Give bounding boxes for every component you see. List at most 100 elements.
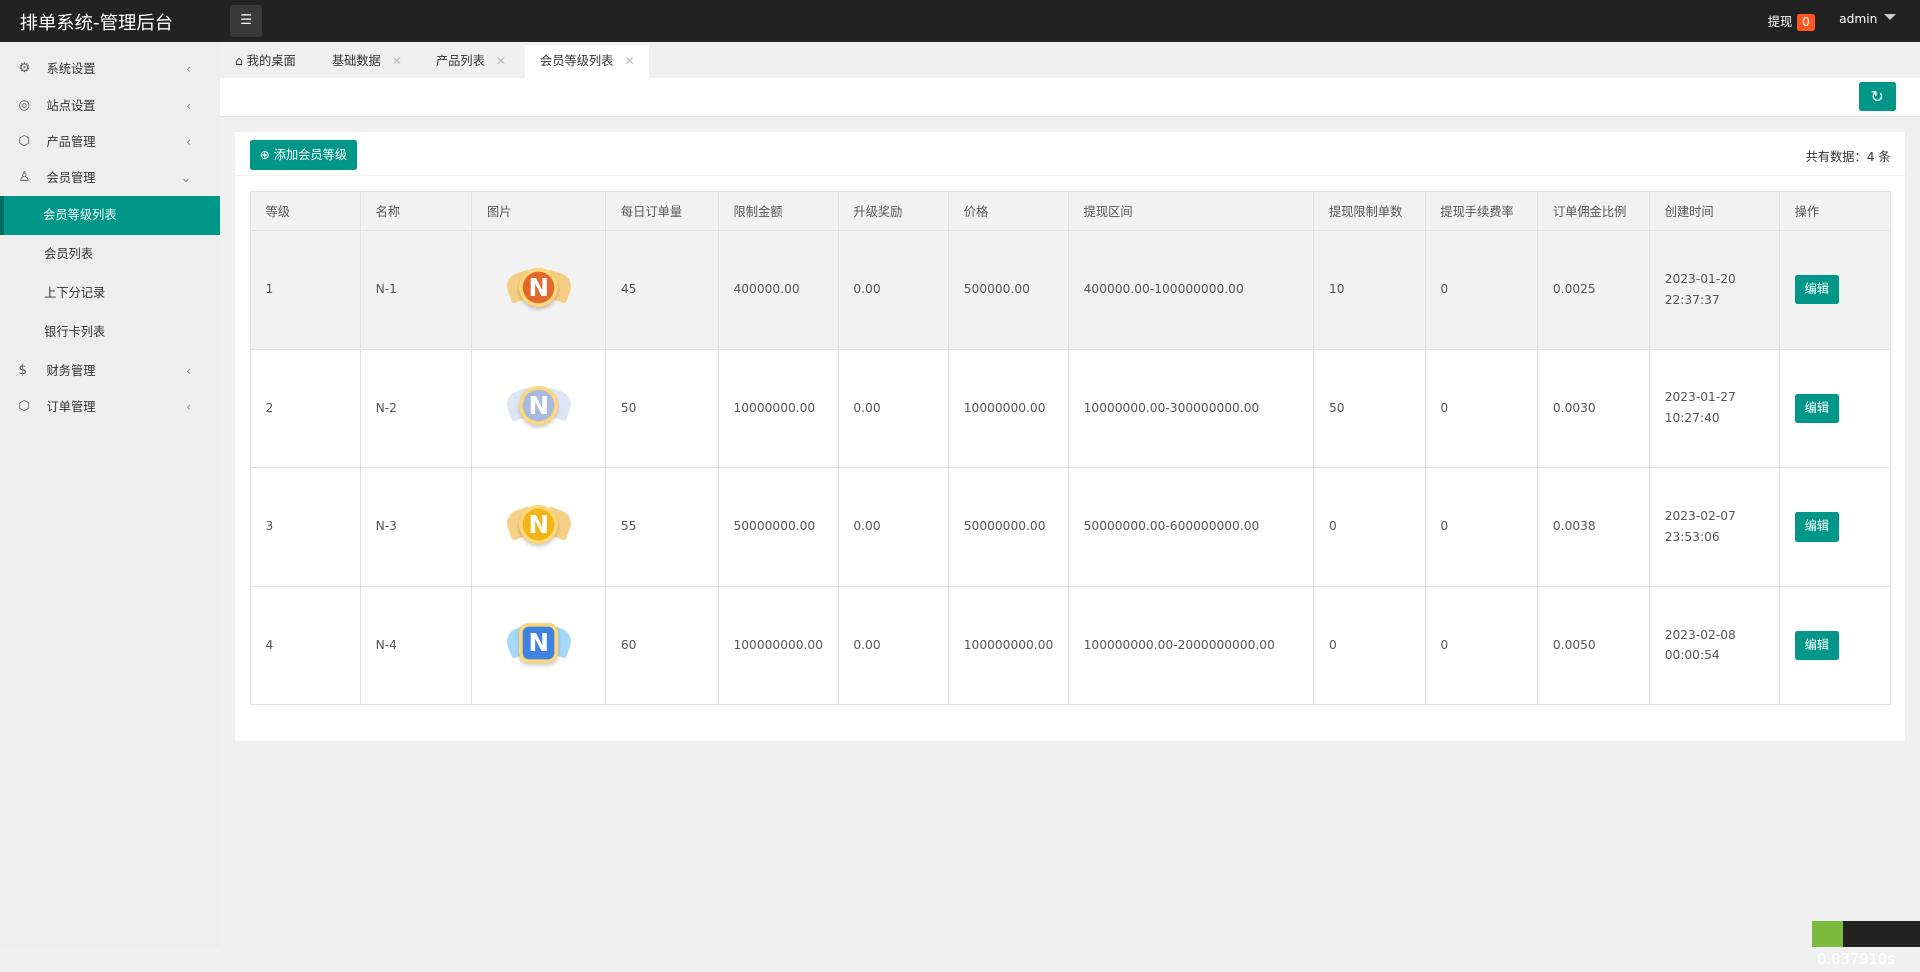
level-badge-image: N	[503, 379, 575, 438]
tab-member-levels[interactable]: 会员等级列表 ✕	[525, 45, 650, 79]
close-icon[interactable]: ✕	[624, 54, 635, 69]
toolbar: ↻	[220, 78, 1920, 118]
box-icon: ⬡	[18, 398, 31, 414]
column-header: 名称	[359, 191, 473, 231]
sidebar-item-product[interactable]: ⬡ 产品管理 ‹	[0, 124, 220, 160]
cell-limit: 50000000.00	[717, 467, 839, 587]
cell-limit: 10000000.00	[717, 348, 839, 469]
column-header: 提现限制单数	[1313, 191, 1426, 231]
level-image-cell: N	[471, 229, 607, 350]
cell-commission: 0.0050	[1537, 585, 1651, 706]
refresh-button[interactable]: ↻	[1858, 82, 1896, 112]
table-row: 4 N-4 N 60 100000000.00 0.00 100000000.00 10000…	[249, 585, 1891, 706]
app-title: 排单系统-管理后台	[19, 12, 174, 34]
cell-commission: 0.0030	[1537, 348, 1651, 469]
cell-price: 10000000.00	[948, 348, 1069, 469]
cell-daily: 60	[605, 585, 719, 706]
sidebar-item-system[interactable]: ⚙ 系统设置 ‹	[0, 51, 220, 87]
level-image-cell: N	[471, 467, 607, 587]
cell-price: 50000000.00	[948, 467, 1069, 587]
total-count: 共有数据：4 条	[1805, 149, 1891, 164]
cell-created: 2023-02-08 00:00:54	[1649, 585, 1781, 706]
cell-limit: 100000000.00	[717, 585, 839, 706]
action-cell: 编辑	[1779, 467, 1891, 587]
action-cell: 编辑	[1779, 229, 1891, 350]
edit-button[interactable]: 编辑	[1794, 512, 1839, 542]
thinkphp-logo-icon	[1812, 920, 1843, 947]
add-member-level-button[interactable]: ⊕ 添加会员等级	[249, 139, 357, 171]
user-menu[interactable]: admin	[1839, 12, 1896, 26]
cell-reward: 0.00	[837, 585, 950, 706]
home-icon: ⌂	[235, 54, 247, 69]
cell-level: 4	[249, 585, 361, 706]
sidebar-item-orders[interactable]: ⬡ 订单管理 ‹	[0, 389, 220, 425]
column-header: 升级奖励	[837, 191, 950, 231]
cell-daily: 45	[605, 229, 719, 350]
column-header: 操作	[1779, 191, 1891, 231]
top-bar: 排单系统-管理后台 ☰ 提现 0 admin	[0, 0, 1920, 42]
close-icon[interactable]: ✕	[495, 54, 507, 69]
cell-name: N-1	[359, 229, 473, 350]
action-cell: 编辑	[1779, 585, 1891, 706]
level-image-cell: N	[471, 585, 607, 706]
tab-product-list[interactable]: 产品列表 ✕	[436, 45, 506, 78]
tab-desktop[interactable]: ⌂ 我的桌面	[235, 45, 296, 78]
column-header: 提现区间	[1067, 191, 1315, 231]
sidebar-item-member[interactable]: ♙ 会员管理 ⌄	[0, 160, 220, 196]
cell-created: 2023-01-20 22:37:37	[1649, 229, 1781, 350]
menu-toggle-button[interactable]: ☰	[230, 4, 263, 37]
cell-fee: 0	[1424, 467, 1539, 587]
sidebar-item-finance[interactable]: $ 财务管理 ‹	[0, 353, 220, 389]
chevron-left-icon: ‹	[186, 62, 192, 77]
withdraw-link[interactable]: 提现 0	[1767, 12, 1815, 32]
sidebar-item-balance-records[interactable]: 上下分记录	[44, 286, 106, 301]
label: 订单管理	[46, 399, 96, 414]
chevron-left-icon: ‹	[186, 98, 192, 113]
sidebar-item-site[interactable]: ◎ 站点设置 ‹	[0, 88, 220, 124]
edit-button[interactable]: 编辑	[1794, 275, 1839, 305]
cell-range: 10000000.00-300000000.00	[1067, 348, 1315, 469]
cell-price: 500000.00	[948, 229, 1069, 350]
sidebar-item-member-list[interactable]: 会员列表	[44, 247, 94, 262]
tab-label: 我的桌面	[246, 54, 296, 69]
column-header: 每日订单量	[605, 191, 719, 231]
label: 会员管理	[46, 170, 96, 185]
table-row: 1 N-1 N 45 400000.00 0.00 500000.00 400000.00-1…	[249, 229, 1891, 350]
cell-created: 2023-01-27 10:27:40	[1649, 348, 1781, 469]
chevron-left-icon: ‹	[186, 363, 192, 378]
plus-circle-icon: ⊕	[259, 147, 274, 162]
user-icon: ♙	[18, 169, 31, 185]
cell-range: 100000000.00-2000000000.00	[1067, 585, 1315, 706]
label: 系统设置	[46, 62, 96, 77]
label: 财务管理	[46, 363, 96, 378]
cell-name: N-3	[359, 467, 473, 587]
edit-button[interactable]: 编辑	[1794, 630, 1839, 661]
sidebar: ⚙ 系统设置 ‹ ◎ 站点设置 ‹ ⬡ 产品管理 ‹ ♙ 会员管理 ⌄ 会员等级列表 会员列表 …	[0, 41, 221, 947]
add-label: 添加会员等级	[273, 147, 348, 162]
cell-reward: 0.00	[837, 229, 950, 350]
chevron-left-icon: ‹	[186, 134, 192, 149]
column-header: 图片	[471, 191, 607, 231]
cell-name: N-4	[359, 585, 473, 706]
dollar-icon: $	[18, 362, 27, 378]
sidebar-item-member-levels[interactable]: 会员等级列表	[0, 195, 221, 236]
chevron-left-icon: ‹	[186, 399, 192, 414]
edit-button[interactable]: 编辑	[1794, 393, 1839, 423]
cell-wcount: 50	[1313, 348, 1426, 469]
tab-label: 基础数据	[331, 54, 381, 69]
tab-label: 会员等级列表	[539, 54, 614, 69]
close-icon[interactable]: ✕	[391, 54, 403, 69]
cell-fee: 0	[1424, 348, 1539, 469]
tab-basic-data[interactable]: 基础数据 ✕	[332, 45, 402, 78]
perf-time: 0.037910s	[1817, 950, 1895, 968]
cell-wcount: 10	[1313, 229, 1426, 350]
withdraw-label: 提现	[1767, 15, 1793, 30]
tab-bar: ⌂ 我的桌面 基础数据 ✕ 产品列表 ✕ 会员等级列表 ✕	[220, 41, 1920, 80]
level-image-cell: N	[471, 348, 607, 469]
chevron-down-icon: ⌄	[180, 170, 192, 185]
cell-limit: 400000.00	[717, 229, 839, 350]
table-row: 2 N-2 N 50 10000000.00 0.00 10000000.00 1000000…	[249, 348, 1891, 469]
cell-range: 400000.00-100000000.00	[1067, 229, 1315, 350]
sidebar-item-bank-cards[interactable]: 银行卡列表	[44, 325, 106, 340]
cell-commission: 0.0025	[1537, 229, 1651, 350]
